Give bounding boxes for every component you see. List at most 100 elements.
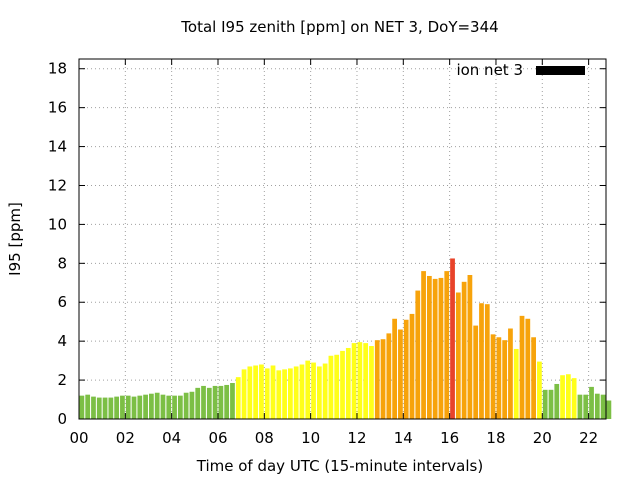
bar (166, 395, 172, 419)
x-tick-label: 16 (440, 429, 459, 447)
bar (479, 303, 484, 419)
bar (513, 348, 519, 419)
chart-title: Total I95 zenith [ppm] on NET 3, DoY=344 (180, 18, 498, 36)
plot-frame (78, 58, 607, 420)
y-tick-label: 2 (57, 371, 67, 389)
bar (154, 392, 160, 419)
legend: ion net 3 (456, 61, 585, 79)
y-axis-label: I95 [ppm] (6, 202, 24, 276)
bar (554, 383, 560, 419)
bar (316, 366, 322, 419)
bar (519, 315, 525, 419)
bar (230, 383, 235, 419)
bar (409, 313, 415, 419)
bar (415, 290, 421, 419)
legend-swatch (536, 66, 585, 75)
bar (212, 385, 218, 419)
bar (490, 334, 496, 419)
bar (264, 368, 270, 419)
y-tick-label: 10 (48, 215, 67, 233)
x-tick-label: 10 (301, 429, 320, 447)
legend-label: ion net 3 (456, 61, 523, 79)
bar (160, 394, 166, 419)
bar (502, 340, 508, 419)
x-tick-label: 18 (486, 429, 505, 447)
bar (177, 395, 183, 419)
bar (508, 328, 513, 419)
bar (467, 275, 473, 419)
bar (305, 360, 311, 419)
bar (571, 378, 577, 419)
bar (247, 366, 253, 419)
bar (496, 337, 502, 419)
bar (531, 337, 536, 419)
bar (137, 395, 143, 419)
bar (444, 271, 450, 419)
bar (542, 389, 548, 419)
bar (589, 386, 594, 419)
bar (172, 395, 177, 419)
bar (85, 394, 91, 419)
bar (201, 385, 206, 419)
bar (560, 375, 565, 419)
x-tick-label: 04 (162, 429, 181, 447)
bar (149, 393, 154, 419)
bar (206, 387, 212, 419)
y-axis-ticks: 0 2 4 6 8 10 12 14 16 18 (48, 60, 606, 428)
bar (253, 365, 259, 419)
bar (403, 319, 409, 419)
bar (577, 394, 583, 419)
bar (398, 329, 403, 419)
bar-series (79, 258, 612, 419)
y-tick-label: 14 (48, 138, 67, 156)
x-tick-label: 06 (208, 429, 227, 447)
bar (195, 387, 201, 419)
bar (131, 396, 137, 419)
bar (473, 325, 479, 419)
y-tick-label: 8 (57, 254, 67, 272)
bar (322, 363, 328, 419)
bar (102, 397, 108, 419)
bar (114, 396, 120, 419)
bar (600, 394, 606, 419)
bar (288, 368, 293, 419)
bar (392, 318, 397, 419)
bar (311, 362, 316, 419)
x-tick-label: 22 (579, 429, 598, 447)
bar (189, 391, 195, 419)
bar (79, 395, 85, 419)
bar (369, 346, 374, 419)
bar (345, 347, 351, 419)
bar (299, 364, 305, 419)
bar (282, 369, 287, 419)
bar (96, 397, 102, 419)
y-tick-label: 6 (57, 293, 67, 311)
bar (125, 395, 131, 419)
bar (374, 340, 380, 419)
bar (143, 394, 148, 419)
bar (380, 339, 386, 419)
y-tick-label: 12 (48, 176, 67, 194)
bar (120, 395, 125, 419)
bar (351, 343, 357, 419)
bar (334, 354, 340, 419)
bar (340, 350, 345, 419)
y-tick-label: 16 (48, 99, 67, 117)
bar (438, 277, 444, 419)
grid-lines (79, 59, 606, 419)
bar (357, 342, 363, 419)
bar (386, 333, 392, 419)
bar (224, 384, 230, 419)
bar (235, 377, 241, 419)
bar (241, 369, 247, 419)
bar (270, 365, 276, 419)
bar (293, 366, 299, 419)
bar (259, 364, 264, 419)
bar (218, 385, 224, 419)
x-tick-label: 14 (394, 429, 413, 447)
bar (484, 304, 490, 419)
bar (548, 389, 554, 419)
bar (421, 271, 426, 419)
bar (583, 394, 589, 419)
